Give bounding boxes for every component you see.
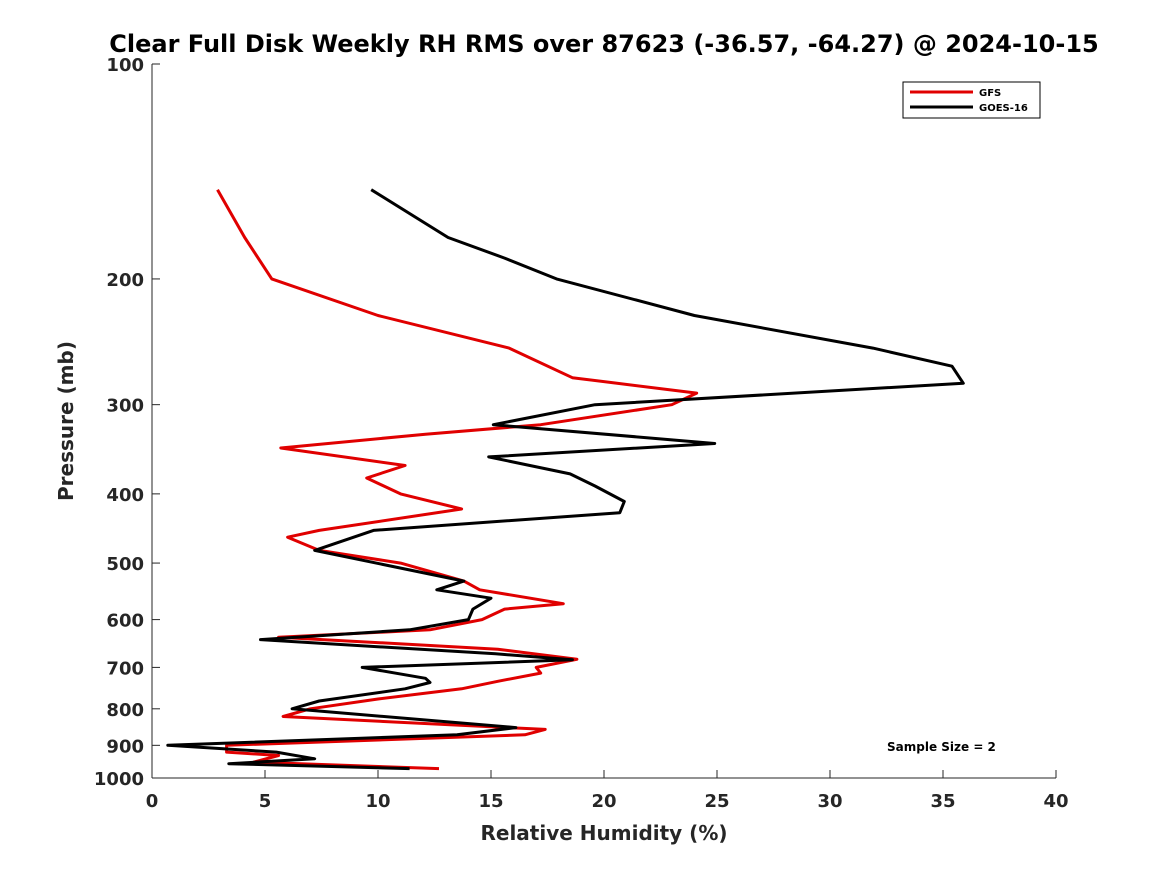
- x-tick-label: 10: [365, 791, 390, 812]
- chart-title: Clear Full Disk Weekly RH RMS over 87623…: [109, 30, 1098, 58]
- x-tick-label: 15: [478, 791, 503, 812]
- x-tick-label: 25: [704, 791, 729, 812]
- series-layer: [166, 188, 965, 771]
- x-tick-label: 20: [591, 791, 616, 812]
- x-tick-label: 35: [930, 791, 955, 812]
- x-axis-label: Relative Humidity (%): [480, 821, 727, 845]
- y-tick-label: 900: [106, 736, 144, 757]
- y-tick-label: 100: [106, 55, 144, 76]
- legend-label-goes16: GOES-16: [979, 103, 1028, 114]
- y-tick-label: 400: [106, 485, 144, 506]
- x-tick-label: 30: [817, 791, 842, 812]
- y-tick-label: 200: [106, 270, 144, 291]
- x-axis-ticks: 0 5 10 15 20 25 30 35 40: [146, 770, 1069, 812]
- x-tick-label: 5: [259, 791, 272, 812]
- x-tick-label: 40: [1043, 791, 1068, 812]
- series-line-goes16: [166, 188, 965, 771]
- y-tick-label: 1000: [94, 769, 144, 790]
- legend: GFS GOES-16: [902, 81, 1041, 119]
- y-axis-label: Pressure (mb): [54, 341, 78, 501]
- y-axis-ticks: 100 200 300 400 500 600 700 800 900 1000: [94, 55, 160, 790]
- legend-label-gfs: GFS: [979, 88, 1001, 99]
- x-tick-label: 0: [146, 791, 159, 812]
- legend-box: [902, 81, 1041, 119]
- y-tick-label: 300: [106, 396, 144, 417]
- series-line-gfs: [216, 188, 699, 771]
- y-tick-label: 600: [106, 611, 144, 632]
- y-tick-label: 800: [106, 700, 144, 721]
- y-tick-label: 500: [106, 554, 144, 575]
- sample-size-annotation: Sample Size = 2: [887, 740, 996, 754]
- y-tick-label: 700: [106, 658, 144, 679]
